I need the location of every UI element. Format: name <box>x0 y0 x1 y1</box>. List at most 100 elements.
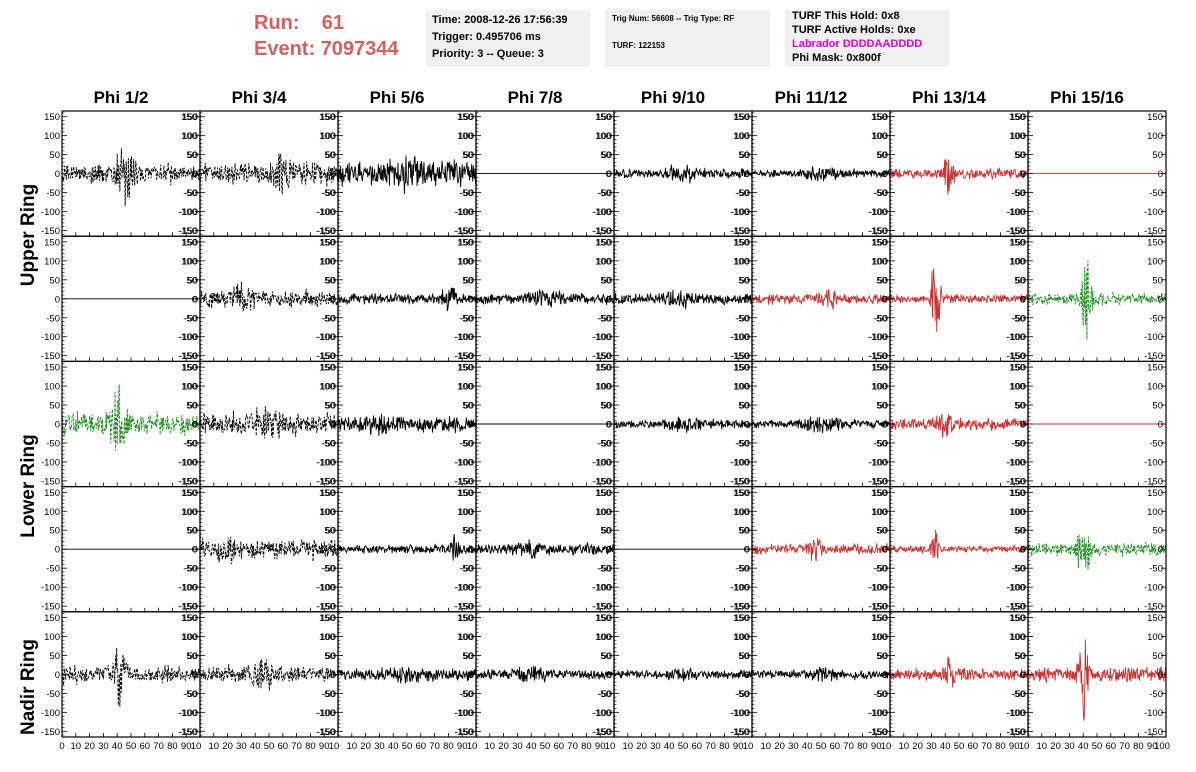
y-tick-label: 100 <box>458 382 474 393</box>
y-tick-label: -50 <box>597 188 611 199</box>
y-tick-label: -100 <box>178 708 197 719</box>
y-tick-label: -100 <box>1007 332 1026 343</box>
waveform-trace <box>614 164 752 184</box>
y-tick-label: -100 <box>316 207 335 218</box>
y-tick-label: 50 <box>739 150 750 161</box>
y-tick-label: 100 <box>1147 382 1163 393</box>
y-tick-label: 150 <box>181 363 197 374</box>
y-tick-label: -150 <box>592 226 611 237</box>
y-tick-label: -100 <box>869 457 888 468</box>
x-tick-label: 20 <box>774 741 785 752</box>
y-tick-label: -150 <box>730 351 749 362</box>
y-tick-label: -150 <box>317 476 336 487</box>
y-tick-label: -100 <box>1144 332 1163 343</box>
y-tick-label: 150 <box>1010 613 1026 624</box>
y-tick-label: -100 <box>1007 207 1026 218</box>
y-tick-label: 150 <box>595 363 611 374</box>
y-tick-label: -150 <box>317 226 336 237</box>
trigger-text: Trigger: 0.495706 ms <box>432 31 541 43</box>
y-tick-label: 50 <box>186 526 197 537</box>
y-tick-label: 0 <box>745 169 750 180</box>
waveform-trace <box>62 148 200 207</box>
y-tick-label: 0 <box>745 294 750 305</box>
y-tick-label: -50 <box>598 689 612 700</box>
y-tick-label: 150 <box>871 112 887 123</box>
x-tick-label: 60 <box>416 741 427 752</box>
x-tick-label: 50 <box>1092 741 1103 752</box>
y-tick-label: 150 <box>1147 613 1163 624</box>
y-tick-label: 0 <box>1158 294 1163 305</box>
x-tick-label: 10 <box>899 741 910 752</box>
waveform-trace <box>1028 534 1166 570</box>
waveform-panel: -150 -150 -100 -100 -50 -50 0 0 50 50 100 100 150 150 <box>593 110 753 237</box>
y-tick-label: 50 <box>324 526 335 537</box>
y-tick-label: 0 <box>193 420 198 431</box>
waveform-panel: -150 -150 -100 -100 -50 -50 0 0 50 50 100 100 150 150 <box>179 360 339 487</box>
y-tick-label: 0 <box>55 420 60 431</box>
y-tick-label: 50 <box>49 150 60 161</box>
trig-num-text: Trig Num: 56608 -- Trig Type: RF <box>612 14 735 23</box>
y-tick-label: -50 <box>874 188 888 199</box>
waveform-panel: -150 -150 -100 -100 -50 -50 0 0 50 50 100 100 150 150 <box>869 486 1029 613</box>
y-tick-label: 150 <box>44 237 60 248</box>
turf-this-hold-text: TURF This Hold: 0x8 <box>792 10 900 22</box>
x-tick-label: 10 <box>605 741 616 752</box>
y-tick-label: -150 <box>1007 727 1026 738</box>
x-tick-label: 80 <box>581 741 592 752</box>
y-tick-label: 0 <box>55 545 60 556</box>
y-tick-label: 50 <box>739 651 750 662</box>
y-tick-label: 0 <box>331 420 336 431</box>
y-tick-label: 150 <box>734 363 750 374</box>
y-tick-label: 0 <box>607 420 612 431</box>
waveform-trace <box>890 268 1028 332</box>
y-tick-label: -50 <box>321 188 335 199</box>
y-tick-label: 150 <box>458 613 474 624</box>
x-tick-label: 70 <box>705 741 716 752</box>
y-tick-label: -50 <box>1012 564 1026 575</box>
x-tick-label: 10 <box>743 741 754 752</box>
y-tick-label: 0 <box>330 545 335 556</box>
y-tick-label: -150 <box>455 351 474 362</box>
y-tick-label: -50 <box>46 564 60 575</box>
y-tick-label: 150 <box>457 112 473 123</box>
y-tick-label: 100 <box>596 256 612 267</box>
x-tick-label: 10 <box>881 741 892 752</box>
y-tick-label: 50 <box>877 275 888 286</box>
column-title: Phi 5/6 <box>369 88 425 107</box>
x-tick-label: 40 <box>250 741 261 752</box>
y-tick-label: -150 <box>592 476 611 487</box>
y-tick-label: -150 <box>179 226 198 237</box>
y-tick-label: -150 <box>869 476 888 487</box>
y-tick-label: 50 <box>324 275 335 286</box>
x-tick-label: 20 <box>1050 741 1061 752</box>
y-tick-label: 0 <box>744 670 749 681</box>
y-tick-label: -100 <box>317 708 336 719</box>
y-tick-label: -50 <box>1149 689 1163 700</box>
y-tick-label: -50 <box>459 188 473 199</box>
y-tick-label: 150 <box>596 488 612 499</box>
x-tick-label: 50 <box>954 741 965 752</box>
y-tick-label: -100 <box>593 332 612 343</box>
y-tick-label: 100 <box>1009 382 1025 393</box>
y-tick-label: -100 <box>179 457 198 468</box>
y-tick-label: 50 <box>738 150 749 161</box>
y-tick-label: -100 <box>869 332 888 343</box>
column-title: Phi 7/8 <box>507 88 563 107</box>
y-tick-label: -50 <box>873 689 887 700</box>
y-tick-label: -150 <box>593 226 612 237</box>
waveform-panel: -150 -150 -100 -100 -50 -50 0 0 50 50 100 100 150 150 <box>731 235 891 362</box>
y-tick-label: 100 <box>872 632 888 643</box>
y-tick-label: 50 <box>738 526 749 537</box>
y-tick-label: 100 <box>1009 632 1025 643</box>
y-tick-label: 150 <box>1010 237 1026 248</box>
y-tick-label: -100 <box>1006 583 1025 594</box>
y-tick-label: 150 <box>596 363 612 374</box>
waveform-trace <box>1028 260 1166 340</box>
y-tick-label: -150 <box>178 351 197 362</box>
waveform-panel: -150 -150 -100 -100 -50 -50 0 0 50 50 100 100 150 150 <box>41 235 201 362</box>
y-tick-label: -50 <box>735 438 749 449</box>
y-tick-label: 50 <box>600 401 611 412</box>
